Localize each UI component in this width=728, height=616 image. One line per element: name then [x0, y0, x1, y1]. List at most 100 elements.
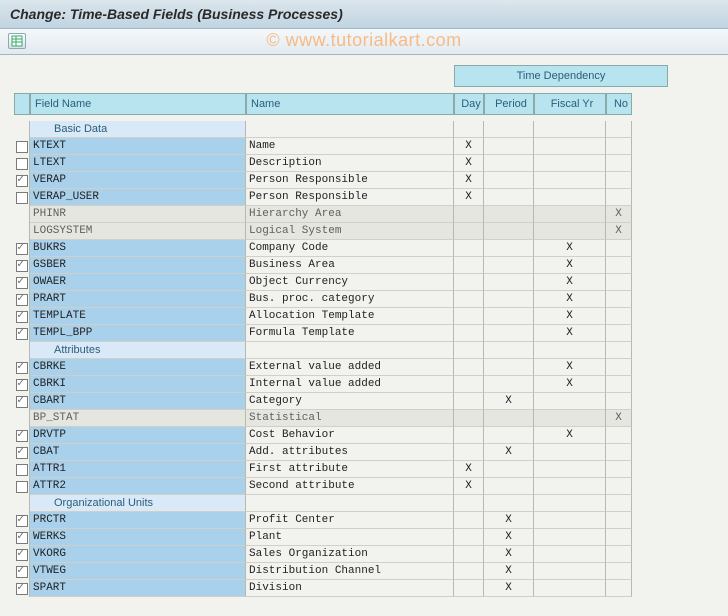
day-cell[interactable] [454, 444, 484, 461]
no-cell[interactable]: X [606, 223, 632, 240]
fy-cell[interactable] [534, 138, 606, 155]
row-checkbox[interactable] [16, 481, 28, 493]
period-cell[interactable] [484, 172, 534, 189]
description-cell[interactable]: Logical System [246, 223, 454, 240]
fy-cell[interactable]: X [534, 325, 606, 342]
fy-cell[interactable] [534, 189, 606, 206]
fy-cell[interactable] [534, 206, 606, 223]
day-cell[interactable] [454, 427, 484, 444]
period-cell[interactable] [484, 427, 534, 444]
field-name-cell[interactable]: SPART [30, 580, 246, 597]
description-cell[interactable]: Name [246, 138, 454, 155]
description-cell[interactable]: Sales Organization [246, 546, 454, 563]
field-name-cell[interactable]: PRCTR [30, 512, 246, 529]
day-cell[interactable] [454, 529, 484, 546]
description-cell[interactable]: Object Currency [246, 274, 454, 291]
row-checkbox[interactable] [16, 464, 28, 476]
day-cell[interactable] [454, 257, 484, 274]
header-name[interactable]: Name [246, 93, 454, 115]
row-checkbox[interactable] [16, 243, 28, 255]
field-name-cell[interactable]: OWAER [30, 274, 246, 291]
row-checkbox[interactable] [16, 566, 28, 578]
field-name-cell[interactable]: VERAP [30, 172, 246, 189]
field-name-cell[interactable]: TEMPLATE [30, 308, 246, 325]
day-cell[interactable] [454, 240, 484, 257]
fy-cell[interactable]: X [534, 427, 606, 444]
period-cell[interactable]: X [484, 546, 534, 563]
period-cell[interactable]: X [484, 580, 534, 597]
no-cell[interactable] [606, 325, 632, 342]
field-name-cell[interactable]: LOGSYSTEM [30, 223, 246, 240]
row-checkbox[interactable] [16, 141, 28, 153]
field-name-cell[interactable]: VERAP_USER [30, 189, 246, 206]
field-name-cell[interactable]: DRVTP [30, 427, 246, 444]
period-cell[interactable]: X [484, 393, 534, 410]
day-cell[interactable] [454, 376, 484, 393]
description-cell[interactable]: Description [246, 155, 454, 172]
field-name-cell[interactable]: TEMPL_BPP [30, 325, 246, 342]
fy-cell[interactable] [534, 563, 606, 580]
field-name-cell[interactable]: CBART [30, 393, 246, 410]
row-checkbox[interactable] [16, 549, 28, 561]
period-cell[interactable] [484, 291, 534, 308]
field-name-cell[interactable]: WERKS [30, 529, 246, 546]
no-cell[interactable] [606, 138, 632, 155]
day-cell[interactable] [454, 546, 484, 563]
no-cell[interactable] [606, 308, 632, 325]
no-cell[interactable] [606, 461, 632, 478]
description-cell[interactable]: Person Responsible [246, 189, 454, 206]
description-cell[interactable]: Person Responsible [246, 172, 454, 189]
no-cell[interactable] [606, 274, 632, 291]
description-cell[interactable]: Company Code [246, 240, 454, 257]
fy-cell[interactable]: X [534, 359, 606, 376]
fy-cell[interactable] [534, 546, 606, 563]
row-checkbox[interactable] [16, 532, 28, 544]
fy-cell[interactable]: X [534, 240, 606, 257]
toolbar-button-table[interactable] [8, 33, 26, 49]
row-checkbox[interactable] [16, 447, 28, 459]
day-cell[interactable]: X [454, 155, 484, 172]
fy-cell[interactable] [534, 393, 606, 410]
period-cell[interactable] [484, 308, 534, 325]
fy-cell[interactable] [534, 223, 606, 240]
description-cell[interactable]: Formula Template [246, 325, 454, 342]
no-cell[interactable] [606, 478, 632, 495]
no-cell[interactable] [606, 155, 632, 172]
description-cell[interactable]: Hierarchy Area [246, 206, 454, 223]
fy-cell[interactable] [534, 580, 606, 597]
day-cell[interactable] [454, 359, 484, 376]
no-cell[interactable] [606, 376, 632, 393]
field-name-cell[interactable]: GSBER [30, 257, 246, 274]
day-cell[interactable]: X [454, 461, 484, 478]
no-cell[interactable] [606, 189, 632, 206]
header-field-name[interactable]: Field Name [30, 93, 246, 115]
row-checkbox[interactable] [16, 277, 28, 289]
no-cell[interactable] [606, 512, 632, 529]
description-cell[interactable]: Cost Behavior [246, 427, 454, 444]
description-cell[interactable]: Statistical [246, 410, 454, 427]
fy-cell[interactable] [534, 512, 606, 529]
field-name-cell[interactable]: CBAT [30, 444, 246, 461]
field-name-cell[interactable]: CBRKE [30, 359, 246, 376]
field-name-cell[interactable]: BP_STAT [30, 410, 246, 427]
header-fiscal-yr[interactable]: Fiscal Yr [534, 93, 606, 115]
field-name-cell[interactable]: ATTR2 [30, 478, 246, 495]
period-cell[interactable] [484, 138, 534, 155]
description-cell[interactable]: Profit Center [246, 512, 454, 529]
header-day[interactable]: Day [454, 93, 484, 115]
description-cell[interactable]: Division [246, 580, 454, 597]
period-cell[interactable] [484, 223, 534, 240]
period-cell[interactable]: X [484, 512, 534, 529]
fy-cell[interactable]: X [534, 376, 606, 393]
fy-cell[interactable] [534, 172, 606, 189]
description-cell[interactable]: External value added [246, 359, 454, 376]
field-name-cell[interactable]: BUKRS [30, 240, 246, 257]
period-cell[interactable] [484, 410, 534, 427]
fy-cell[interactable]: X [534, 308, 606, 325]
no-cell[interactable] [606, 427, 632, 444]
period-cell[interactable] [484, 274, 534, 291]
day-cell[interactable] [454, 206, 484, 223]
description-cell[interactable]: Plant [246, 529, 454, 546]
row-checkbox[interactable] [16, 158, 28, 170]
row-checkbox[interactable] [16, 260, 28, 272]
